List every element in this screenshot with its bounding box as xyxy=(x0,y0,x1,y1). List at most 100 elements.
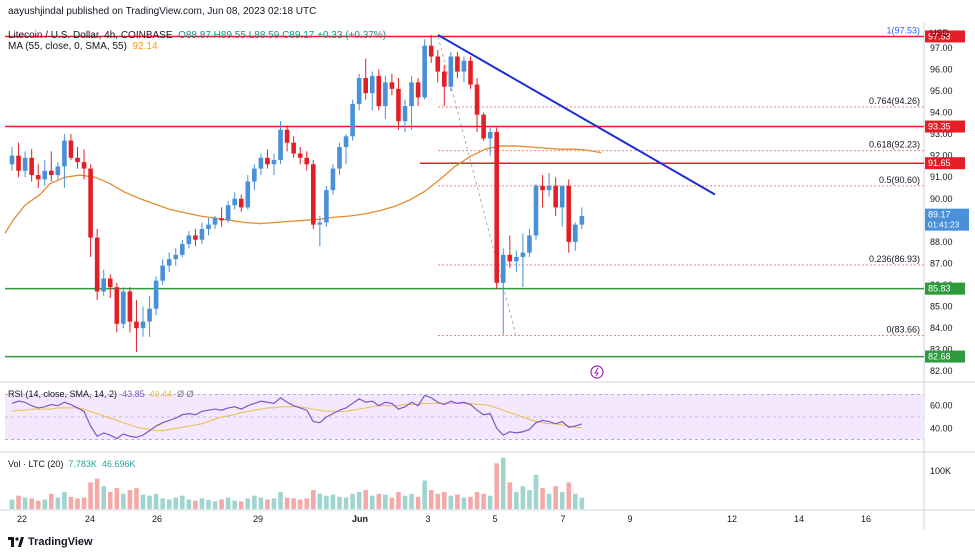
candle-body xyxy=(297,153,303,158)
candle-body xyxy=(22,157,28,171)
volume-bar xyxy=(258,497,264,509)
volume-tick-label: 100K xyxy=(930,466,951,476)
candle-body xyxy=(422,45,427,98)
y-tick-label: 90.00 xyxy=(930,194,953,204)
x-tick-label: 24 xyxy=(85,514,95,524)
y-tick-label: 97.00 xyxy=(930,43,953,53)
tradingview-brand[interactable]: TradingView xyxy=(8,536,93,548)
candle-body xyxy=(9,155,15,165)
candle-body xyxy=(409,82,414,107)
volume-bar xyxy=(35,500,41,509)
y-tick-label: 88.00 xyxy=(930,237,953,247)
candle-body xyxy=(428,45,434,57)
candle-body xyxy=(212,218,218,225)
ma-indicator-header[interactable]: MA (55, close, 0, SMA, 55) 92.14 xyxy=(8,41,158,52)
candle-body xyxy=(166,259,172,266)
candle-body xyxy=(81,162,87,169)
y-tick-label: 96.00 xyxy=(930,64,953,74)
bearish-trendline xyxy=(437,34,716,196)
symbol-name[interactable]: Litecoin / U.S. Dollar, 4h, COINBASE xyxy=(8,30,173,41)
candle-body xyxy=(75,157,80,163)
volume-bar xyxy=(219,499,224,509)
fib-level-label: 0.236(86.93) xyxy=(869,254,920,264)
volume-bar xyxy=(507,482,513,509)
price-tag-label: 93.35 xyxy=(928,122,951,132)
candle-body xyxy=(258,157,264,169)
candle-body xyxy=(311,164,316,225)
candle-body xyxy=(232,198,237,206)
volume-bar xyxy=(396,491,401,509)
volume-bar xyxy=(271,498,277,509)
candle-body xyxy=(337,147,342,169)
rsi-value: 43.85 xyxy=(122,389,145,399)
ohlc-high: H89.55 xyxy=(213,30,246,41)
price-tag xyxy=(925,120,965,133)
volume-label: Vol · LTC (20) xyxy=(8,459,64,469)
volume-bar xyxy=(225,497,231,509)
volume-bar xyxy=(206,499,211,509)
event-icon-bolt xyxy=(594,367,599,377)
volume-bar xyxy=(317,493,323,509)
candle-body xyxy=(461,60,467,72)
candle-body xyxy=(140,321,146,329)
rsi-ma-value: 40.44 xyxy=(149,389,173,399)
volume-bar xyxy=(337,496,342,509)
volume-bar xyxy=(500,457,506,509)
volume-bar xyxy=(553,486,558,509)
volume-header[interactable]: Vol · LTC (20) 7.783K 46.696K xyxy=(8,459,135,469)
x-tick-label: 14 xyxy=(794,514,804,524)
x-tick-label: 7 xyxy=(560,514,565,524)
candle-body xyxy=(186,235,192,245)
y-tick-label: 83.00 xyxy=(930,345,953,355)
volume-bar xyxy=(284,497,290,509)
candle-body xyxy=(114,287,120,324)
price-tag-label: 85.83 xyxy=(928,284,951,294)
volume-bar xyxy=(114,488,120,509)
volume-bar xyxy=(415,496,421,509)
volume-bar xyxy=(409,493,414,509)
volume-bar xyxy=(232,500,237,509)
candle-body xyxy=(507,254,513,262)
candle-body xyxy=(219,218,224,221)
volume-bar xyxy=(566,482,572,509)
candle-body xyxy=(376,75,382,107)
volume-bar xyxy=(173,497,179,509)
candle-body xyxy=(455,56,460,72)
ohlc-close: C89.17 xyxy=(282,30,315,41)
y-tick-label: 91.00 xyxy=(930,172,953,182)
volume-bar xyxy=(481,493,486,509)
candle-body xyxy=(343,136,349,148)
volume-bar xyxy=(22,497,28,509)
candle-body xyxy=(16,155,21,171)
x-tick-label: 5 xyxy=(492,514,497,524)
candle-body xyxy=(363,78,368,94)
volume-bar xyxy=(330,494,336,509)
volume-bar xyxy=(297,499,303,509)
volume-bar xyxy=(573,493,578,509)
ma-label: MA (55, close, 0, SMA, 55) xyxy=(8,41,127,52)
volume-bar xyxy=(435,493,441,509)
volume-bar xyxy=(350,493,355,509)
candle-body xyxy=(468,60,473,85)
volume-bar xyxy=(140,494,146,509)
candle-body xyxy=(520,252,526,257)
volume-bar xyxy=(468,496,473,509)
y-tick-label: 87.00 xyxy=(930,258,953,268)
volume-bar xyxy=(311,490,316,509)
volume-bar xyxy=(68,496,74,509)
y-tick-label: 95.00 xyxy=(930,86,953,96)
volume-bar xyxy=(94,478,100,509)
candle-body xyxy=(29,157,34,176)
candle-body xyxy=(121,291,126,324)
rsi-header[interactable]: RSI (14, close, SMA, 14, 2) 43.85 40.44 … xyxy=(8,389,194,399)
volume-bar xyxy=(487,495,493,509)
countdown-label: 01:41:23 xyxy=(928,221,960,230)
candle-body xyxy=(88,168,93,238)
candle-body xyxy=(500,254,506,283)
price-tag-label: 97.53 xyxy=(928,31,951,41)
x-tick-label: 22 xyxy=(17,514,27,524)
ohlc-low: L88.59 xyxy=(248,30,280,41)
current-price-label: 89.17 xyxy=(928,210,951,220)
candle-body xyxy=(350,103,355,137)
volume-bar xyxy=(389,497,395,509)
